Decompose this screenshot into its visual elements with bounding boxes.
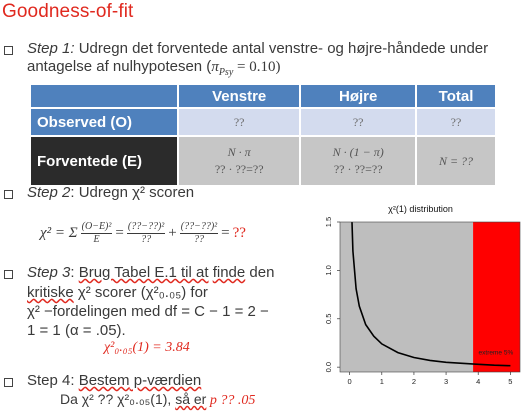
formula-fraction: (??−??)² ?? xyxy=(126,221,166,246)
chi-square-formula: χ² = Σ (O−E)² E = (??−??)² ?? + (??−??)²… xyxy=(40,221,246,246)
step1-text-2: antagelse af nulhypotesen ( xyxy=(27,58,212,75)
table-row-expected: Forventede (E) N · π ?? · ??=?? N · (1 −… xyxy=(29,135,497,187)
observed-cell: ?? xyxy=(299,107,418,137)
observed-cell: ?? xyxy=(176,107,302,137)
expected-cell: N = ?? xyxy=(415,135,497,187)
step4-text: p-værdien xyxy=(129,372,202,389)
step3-text: Brug Tabel E.1 til at xyxy=(78,264,209,281)
pi-symbol: π xyxy=(211,59,219,75)
rejection-label: extreme 5% xyxy=(479,350,514,357)
step3-line1: Step 3: Brug Tabel E.1 til at finde den xyxy=(27,264,274,281)
x-tick-label: 3 xyxy=(444,377,448,386)
checkbox-bullet-icon xyxy=(4,270,13,279)
fraction-denominator: E xyxy=(93,234,100,245)
chart-title: χ²(1) distribution xyxy=(388,204,453,214)
checkbox-bullet-icon xyxy=(4,190,13,199)
expected-value: ?? · ??=?? xyxy=(214,162,264,176)
observed-label: Observed (O) xyxy=(29,107,179,137)
formula-result: ?? xyxy=(232,225,246,241)
pi-value: = 0.10) xyxy=(233,59,281,75)
table-header-total: Total xyxy=(415,83,497,109)
x-tick-label: 5 xyxy=(508,377,512,386)
step3-line2: kritiske χ² scorer (χ²₀.₀₅) for xyxy=(27,284,208,301)
table-header-blank xyxy=(29,83,179,109)
step1-label: Step 1: xyxy=(27,40,75,57)
step2-text: : Udregn χ² scoren xyxy=(70,184,195,201)
pi-subscript: Psy xyxy=(218,67,234,78)
checkbox-bullet-icon xyxy=(4,378,13,387)
rejection-region xyxy=(473,222,520,372)
step4-label: Step 4: xyxy=(27,372,79,389)
step3-label: Step 3 xyxy=(27,264,71,281)
step3-text: finde xyxy=(212,264,246,281)
step3-text: kritiske xyxy=(27,284,74,301)
fraction-denominator: ?? xyxy=(193,234,204,245)
expected-cell: N · (1 − π) ?? · ??=?? xyxy=(299,135,418,187)
step1-line1: Step 1: Udregn det forventede antal vens… xyxy=(27,40,488,57)
step1-text: Udregn det forventede antal venstre- og … xyxy=(74,40,489,57)
x-tick-label: 1 xyxy=(380,377,384,386)
plot-frame xyxy=(339,221,521,373)
table-row-observed: Observed (O) ?? ?? ?? xyxy=(29,107,497,137)
formula-lhs: χ² = Σ xyxy=(40,225,78,241)
expected-cell: N · π ?? · ??=?? xyxy=(176,135,302,187)
expected-formula: N = ?? xyxy=(438,153,474,168)
x-tick-label: 0 xyxy=(348,377,352,386)
table-header-hojre: Højre xyxy=(299,83,418,109)
step3-text: : xyxy=(70,264,79,281)
expected-formula: N · (1 − π) xyxy=(332,145,384,159)
step2-line: Step 2: Udregn χ² scoren xyxy=(27,184,194,201)
fraction-denominator: ?? xyxy=(141,234,152,245)
step4-text: så er xyxy=(175,391,207,407)
step4-line1: Step 4: Bestem p-værdien xyxy=(27,372,201,389)
equals-sign: = xyxy=(221,225,230,241)
critical-value: χ²₀.₀₅(1) = 3.84 xyxy=(104,340,190,355)
frequency-table: Venstre Højre Total Observed (O) ?? ?? ?… xyxy=(29,83,497,187)
step3-text: χ² scorer (χ²₀.₀₅) for xyxy=(73,284,208,301)
y-tick-label: 1.0 xyxy=(324,265,333,275)
equals-sign: = xyxy=(115,225,124,241)
chart-svg: 0 1 2 3 4 5 0.0 0.5 1.0 1.5 extreme 5% xyxy=(324,217,521,386)
fraction-numerator: (??−??)² xyxy=(126,221,166,234)
x-tick-label: 2 xyxy=(412,377,416,386)
expected-formula: N · π xyxy=(227,145,251,159)
formula-fraction: (O−E)² E xyxy=(80,221,113,246)
table-header-row: Venstre Højre Total xyxy=(29,83,497,109)
expected-value: ?? · ??=?? xyxy=(333,162,383,176)
step4-line2: Da χ² ?? χ²₀.₀₅(1), så er p ?? .05 xyxy=(60,391,255,409)
y-tick-label: 0.0 xyxy=(324,362,333,372)
checkbox-bullet-icon xyxy=(4,46,13,55)
step4-result: p ?? .05 xyxy=(206,393,256,408)
step1-line2: antagelse af nulhypotesen (πPsy = 0.10) xyxy=(27,58,281,78)
fraction-numerator: (O−E)² xyxy=(80,221,113,234)
formula-fraction: (??−??)² ?? xyxy=(179,221,219,246)
x-tick-label: 4 xyxy=(476,377,480,386)
chi-square-distribution-chart: χ²(1) distribution 0 1 2 3 4 5 0.0 0.5 1.0 1.5 ext… xyxy=(313,198,528,398)
step3-line3: χ² −fordelingen med df = C − 1 = 2 − xyxy=(27,303,269,320)
step3-text: den xyxy=(245,264,275,281)
step2-label: Step 2 xyxy=(27,184,71,201)
density-curve xyxy=(351,222,511,367)
page-title: Goodness-of-fit xyxy=(2,1,134,22)
table-header-venstre: Venstre xyxy=(176,83,302,109)
fraction-numerator: (??−??)² xyxy=(179,221,219,234)
plus-sign: + xyxy=(168,225,177,241)
step4-text: Da χ² ?? χ²₀.₀₅(1), xyxy=(60,391,176,407)
step3-line4: 1 = 1 (α = .05). xyxy=(27,322,126,339)
observed-cell: ?? xyxy=(415,107,497,137)
acceptance-region xyxy=(340,222,474,372)
y-tick-label: 1.5 xyxy=(324,217,333,227)
step4-text: Bestem xyxy=(78,372,130,389)
y-tick-label: 0.5 xyxy=(324,314,333,324)
expected-label: Forventede (E) xyxy=(29,135,179,187)
